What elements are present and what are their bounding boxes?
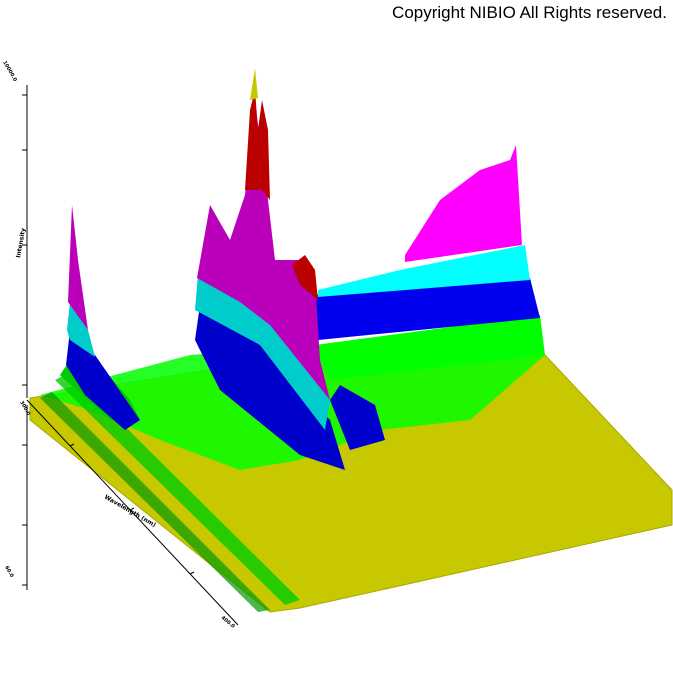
y-tick-label-top: 10000.0: [1, 60, 18, 83]
plateau-magenta: [405, 145, 522, 262]
peak-center-cyan: [195, 275, 330, 430]
peak-left-blue: [66, 330, 140, 430]
peak-left-magenta: [68, 205, 88, 330]
peak-center-magenta: [197, 105, 330, 400]
peak-right-blue: [330, 385, 385, 450]
x-tick-label-end: 400.0: [220, 615, 236, 630]
x-tick: [69, 443, 75, 447]
peak-center-red: [245, 90, 270, 200]
plateau-blue: [315, 278, 540, 340]
peak-center-blue: [195, 305, 345, 470]
x-axis-line: [26, 399, 239, 626]
peak-left-cyan: [67, 302, 95, 357]
x-tick: [129, 507, 135, 511]
surface-layer: [29, 68, 673, 613]
plateau-cyan: [318, 245, 530, 297]
depth-tick-label: 60.0: [3, 565, 15, 579]
peak-center-top: [250, 68, 258, 100]
peak-right-red: [292, 255, 318, 300]
plateau-green: [315, 315, 545, 380]
surface-streak-2: [40, 392, 270, 612]
y-axis-title: Intensity: [15, 227, 27, 258]
x-tick: [189, 571, 195, 575]
surface-streak-1: [55, 372, 300, 605]
copyright-watermark: Copyright NIBIO All Rights reserved.: [392, 3, 667, 22]
